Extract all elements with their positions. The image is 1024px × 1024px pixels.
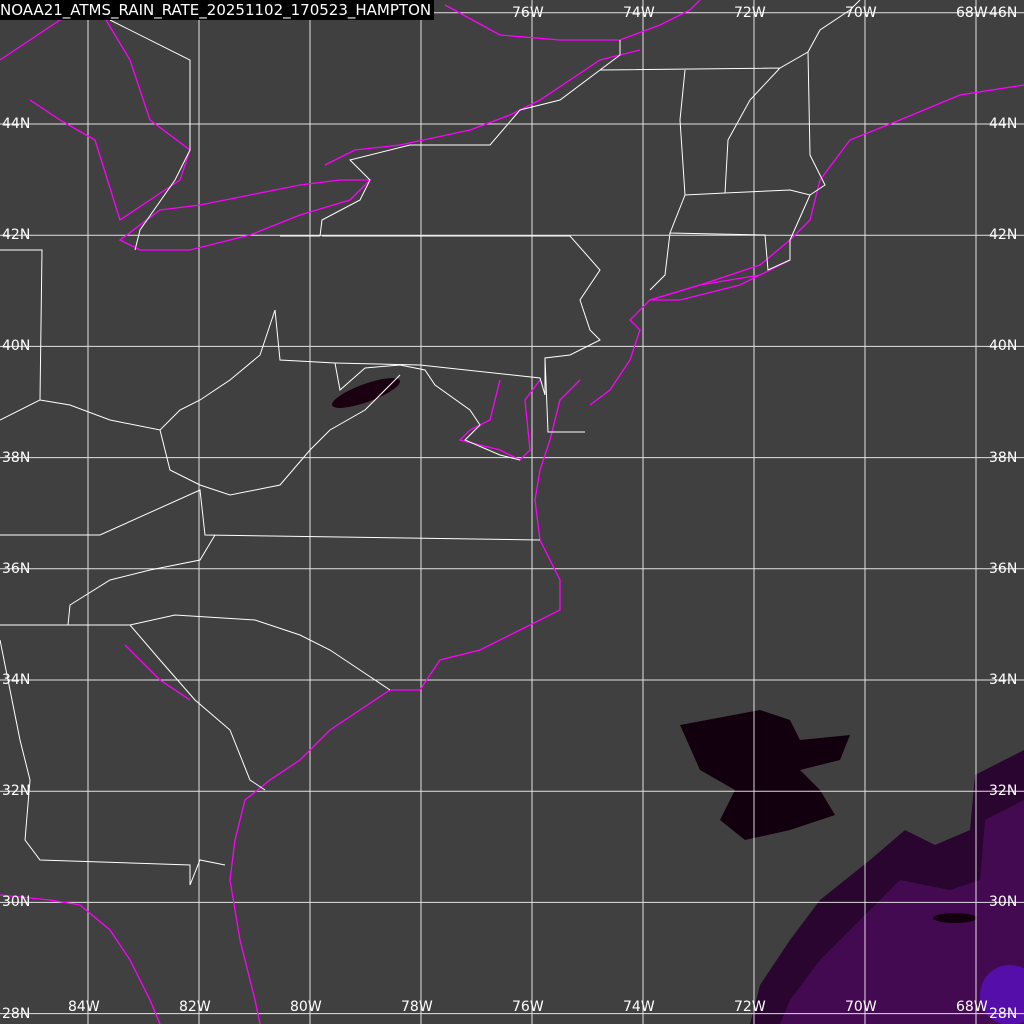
- lat-label-right: 32N: [989, 783, 1018, 800]
- lat-label-left: 42N: [2, 227, 31, 244]
- lat-label-right: 34N: [989, 672, 1018, 688]
- lat-label-right: 40N: [989, 338, 1018, 355]
- lon-label-bottom: 70W: [845, 999, 877, 1015]
- lon-label-bottom: 76W: [512, 999, 544, 1015]
- rain-cell: [933, 913, 977, 923]
- lon-label-bottom: 84W: [68, 999, 100, 1015]
- lat-label-left: 44N: [2, 116, 31, 132]
- lon-label-top: 74W: [623, 5, 655, 21]
- lon-label-bottom: 68W: [956, 999, 988, 1015]
- lon-label-top: 68W: [956, 5, 988, 21]
- rain-cell: [332, 378, 400, 408]
- lat-label-left: 36N: [2, 560, 31, 577]
- product-title: NOAA21_ATMS_RAIN_RATE_20251102_170523_HA…: [0, 0, 435, 20]
- lat-label-right: 46N: [989, 4, 1018, 21]
- lon-label-bottom: 78W: [401, 999, 433, 1015]
- lat-label-left: 38N: [2, 449, 31, 466]
- lon-label-bottom: 80W: [290, 999, 322, 1015]
- lat-label-right: 30N: [989, 894, 1018, 911]
- rain-cell: [680, 710, 850, 840]
- lat-label-left: 34N: [2, 672, 31, 688]
- lon-label-bottom: 82W: [179, 999, 211, 1015]
- lat-label-left: 30N: [2, 894, 31, 911]
- rain-rate-overlay: [332, 378, 1024, 1024]
- lat-label-left: 40N: [2, 338, 31, 355]
- rain-cell: [780, 800, 1024, 1024]
- lat-label-right: 42N: [989, 227, 1018, 244]
- lat-label-right: 44N: [989, 116, 1018, 132]
- lon-label-bottom: 72W: [734, 999, 766, 1015]
- lat-label-left: 32N: [2, 783, 31, 800]
- lat-label-right: 28N: [989, 1005, 1018, 1022]
- rain-cell: [980, 965, 1024, 1024]
- lat-label-right: 38N: [989, 449, 1018, 466]
- lon-label-top: 72W: [734, 5, 766, 21]
- state-borders: [0, 0, 861, 886]
- lon-label-top: 70W: [845, 5, 877, 21]
- lat-label-right: 36N: [989, 560, 1018, 577]
- lon-label-bottom: 74W: [623, 999, 655, 1015]
- lon-label-top: 76W: [512, 5, 544, 21]
- lat-label-left: 28N: [2, 1005, 31, 1022]
